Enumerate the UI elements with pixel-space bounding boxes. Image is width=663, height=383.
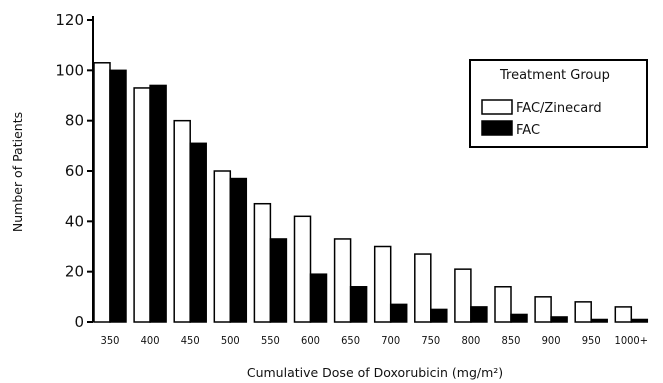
- bars: [93, 62, 649, 323]
- y-axis: 0 20 40 60 80 100 120: [55, 11, 94, 331]
- x-tick-label: 650: [341, 334, 360, 347]
- bar-fac-650: [349, 286, 368, 323]
- y-tick-label: 60: [65, 162, 84, 180]
- bar-fac-zinecard-750: [414, 253, 432, 323]
- bar-fac-1000plus: [630, 318, 649, 323]
- legend-label-fac-zinecard: FAC/Zinecard: [516, 101, 602, 116]
- bar-fac-550: [269, 238, 288, 323]
- y-tick-label: 20: [65, 263, 84, 281]
- legend-swatch-fac: [481, 120, 513, 136]
- bar-fac-zinecard-650: [333, 238, 352, 323]
- legend: Treatment Group FAC/Zinecard FAC: [469, 59, 648, 148]
- x-tick-label: 600: [301, 334, 320, 347]
- legend-label-fac: FAC: [516, 123, 540, 138]
- legend-title: Treatment Group: [499, 68, 610, 83]
- bar-fac-zinecard-400: [133, 87, 151, 323]
- y-axis-title: Number of Patients: [10, 112, 25, 232]
- bar-fac-zinecard-850: [494, 286, 512, 323]
- x-tick-label: 800: [461, 334, 480, 347]
- x-tick-label: 850: [502, 334, 521, 347]
- x-tick-label: 1000+: [615, 334, 648, 347]
- x-tick-label: 350: [101, 334, 120, 347]
- bar-fac-400: [149, 84, 167, 323]
- legend-swatch-fac-zinecard: [481, 99, 513, 115]
- y-tick-label: 100: [55, 61, 84, 79]
- bar-fac-zinecard-950: [574, 301, 592, 323]
- bar-fac-500: [229, 177, 248, 323]
- bar-fac-zinecard-450: [173, 119, 191, 323]
- bar-fac-450: [189, 142, 207, 323]
- bar-fac-800: [470, 306, 488, 323]
- bar-fac-zinecard-500: [213, 170, 232, 323]
- x-tick-label: 550: [261, 334, 280, 347]
- bar-fac-zinecard-600: [293, 215, 312, 323]
- bar-fac-zinecard-800: [454, 268, 472, 323]
- bar-fac-zinecard-1000plus: [614, 306, 633, 323]
- bar-fac-750: [430, 308, 448, 323]
- bar-fac-950: [590, 318, 608, 323]
- bar-fac-850: [510, 313, 528, 323]
- bar-fac-900: [550, 316, 568, 323]
- bar-fac-zinecard-900: [534, 296, 552, 323]
- y-tick-label: 0: [74, 313, 84, 331]
- y-tick-label: 80: [65, 112, 84, 130]
- x-axis-tick-labels: 350 400 450 500 550 600 650 700 750 800 850 900 950 1…: [101, 334, 648, 347]
- x-tick-label: 500: [221, 334, 240, 347]
- x-axis-title: Cumulative Dose of Doxorubicin (mg/m²): [247, 365, 503, 380]
- x-tick-label: 700: [381, 334, 400, 347]
- y-tick-label: 120: [55, 11, 84, 29]
- x-tick-label: 750: [421, 334, 440, 347]
- bar-fac-600: [309, 273, 328, 323]
- bar-fac-350: [109, 69, 127, 323]
- x-tick-label: 400: [141, 334, 160, 347]
- bar-fac-zinecard-700: [373, 245, 392, 323]
- y-tick-label: 40: [65, 212, 84, 230]
- bar-fac-700: [389, 303, 408, 323]
- bar-fac-zinecard-350: [93, 62, 111, 323]
- x-tick-label: 950: [582, 334, 601, 347]
- bar-fac-zinecard-550: [253, 202, 272, 323]
- x-tick-label: 450: [181, 334, 200, 347]
- x-tick-label: 900: [542, 334, 561, 347]
